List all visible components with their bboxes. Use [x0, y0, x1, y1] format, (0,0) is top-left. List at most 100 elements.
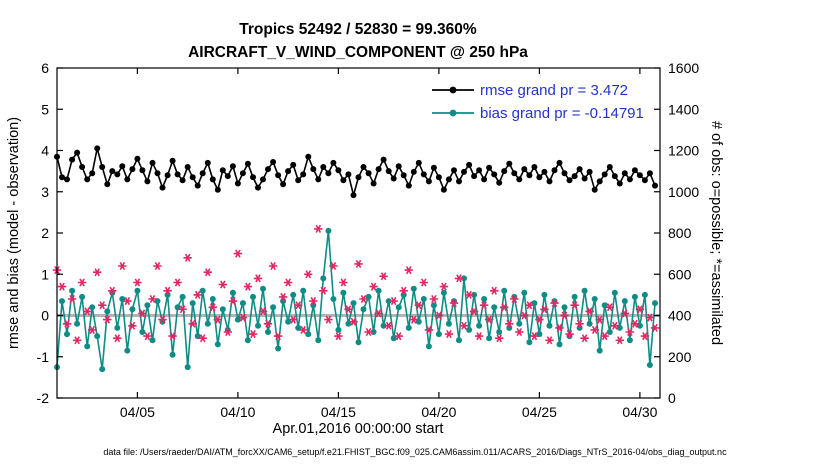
bias-marker — [476, 322, 483, 329]
rmse-marker — [305, 153, 312, 160]
bias-marker — [491, 304, 498, 311]
bias-marker — [486, 335, 493, 342]
rmse-marker — [456, 178, 462, 185]
bias-marker — [471, 291, 478, 298]
rmse-marker — [255, 184, 261, 191]
rmse-marker — [119, 163, 126, 170]
x-tick-label: 04/15 — [321, 404, 356, 420]
rmse-marker — [641, 177, 648, 184]
rmse-marker — [280, 181, 287, 188]
y-left-tick-label: -1 — [37, 349, 50, 365]
legend: rmse grand pr = 3.472 bias grand pr = -0… — [432, 82, 644, 122]
rmse-marker — [561, 170, 568, 177]
y-left-tick-label: 0 — [41, 308, 49, 324]
rmse-marker — [325, 170, 332, 177]
rmse-marker — [124, 176, 131, 183]
bias-marker — [410, 285, 417, 292]
rmse-marker — [476, 167, 483, 174]
rmse-marker — [99, 164, 106, 170]
bias-line — [56, 230, 656, 370]
bias-marker — [74, 320, 81, 327]
rmse-marker — [199, 170, 206, 177]
rmse-marker — [164, 172, 171, 179]
y-right-tick-label: 400 — [668, 308, 692, 324]
bias-marker — [481, 296, 488, 302]
rmse-marker — [435, 174, 442, 181]
bias-marker — [169, 351, 176, 358]
bias-marker — [561, 304, 568, 311]
bias-marker — [129, 306, 136, 313]
rmse-marker — [64, 176, 70, 183]
bias-marker — [430, 302, 437, 309]
x-tick-label: 04/25 — [522, 404, 557, 420]
rmse-marker — [451, 167, 457, 174]
bias-marker — [139, 329, 146, 335]
bias-marker — [275, 345, 282, 352]
rmse-marker — [355, 174, 362, 181]
bias-marker — [621, 298, 628, 305]
y-right-tick-label: 1600 — [668, 60, 699, 76]
right-axis-label: # of obs: o=possible; *=assimilated — [708, 121, 724, 345]
rmse-marker — [400, 172, 407, 179]
bias-marker — [219, 306, 226, 313]
rmse-marker — [189, 174, 196, 181]
bias-marker — [149, 337, 156, 344]
bias-marker — [461, 275, 467, 282]
bias-marker — [305, 331, 312, 338]
rmse-marker — [59, 174, 65, 181]
y-right-tick-label: 0 — [668, 390, 676, 406]
x-tick-label: 04/10 — [220, 404, 255, 420]
rmse-marker — [244, 160, 251, 167]
rmse-marker — [415, 159, 422, 166]
bias-marker — [405, 324, 412, 331]
rmse-marker — [420, 171, 427, 178]
rmse-marker — [250, 174, 256, 181]
rmse-marker — [149, 159, 156, 166]
rmse-marker — [159, 184, 166, 191]
rmse-marker — [179, 177, 186, 184]
y-right-tick-label: 1200 — [668, 143, 699, 159]
rmse-marker — [74, 149, 81, 156]
bias-marker — [134, 287, 141, 294]
legend-row-rmse: rmse grand pr = 3.472 — [432, 82, 628, 99]
bias-marker — [466, 326, 473, 333]
rmse-marker — [466, 161, 473, 168]
rmse-marker — [652, 182, 658, 189]
rmse-marker — [320, 164, 327, 170]
rmse-marker — [546, 178, 553, 185]
bias-marker — [385, 298, 392, 305]
bias-marker — [571, 293, 578, 300]
rmse-marker — [260, 176, 266, 183]
bias-marker — [124, 347, 131, 354]
bias-marker — [596, 347, 603, 354]
rmse-marker — [471, 173, 478, 180]
rmse-marker — [204, 159, 211, 166]
bias-marker — [99, 366, 106, 373]
bias-marker — [526, 339, 533, 346]
y-right-tick-label: 1000 — [668, 184, 699, 200]
bias-marker — [631, 293, 638, 300]
legend-bias-label: bias grand pr = -0.14791 — [480, 105, 644, 122]
bias-marker — [59, 298, 65, 305]
rmse-marker — [229, 163, 236, 170]
bias-marker — [606, 329, 613, 335]
bias-marker — [199, 287, 206, 294]
rmse-marker — [636, 172, 643, 179]
bias-marker — [340, 289, 347, 296]
bias-marker — [626, 337, 633, 344]
bias-marker — [420, 296, 427, 302]
bias-marker — [64, 331, 70, 338]
bias-marker — [184, 364, 191, 371]
bias-marker — [209, 296, 216, 302]
bias-marker — [611, 289, 618, 296]
series-bias — [54, 227, 658, 373]
y-right-tick-label: 1400 — [668, 101, 699, 117]
bias-marker — [325, 227, 332, 234]
bias-marker — [380, 322, 387, 329]
bias-marker — [425, 343, 432, 350]
x-tick-label: 04/20 — [421, 404, 456, 420]
bias-marker — [456, 337, 462, 344]
bias-marker — [104, 308, 111, 315]
rmse-marker — [94, 145, 101, 152]
rmse-marker — [385, 168, 392, 175]
